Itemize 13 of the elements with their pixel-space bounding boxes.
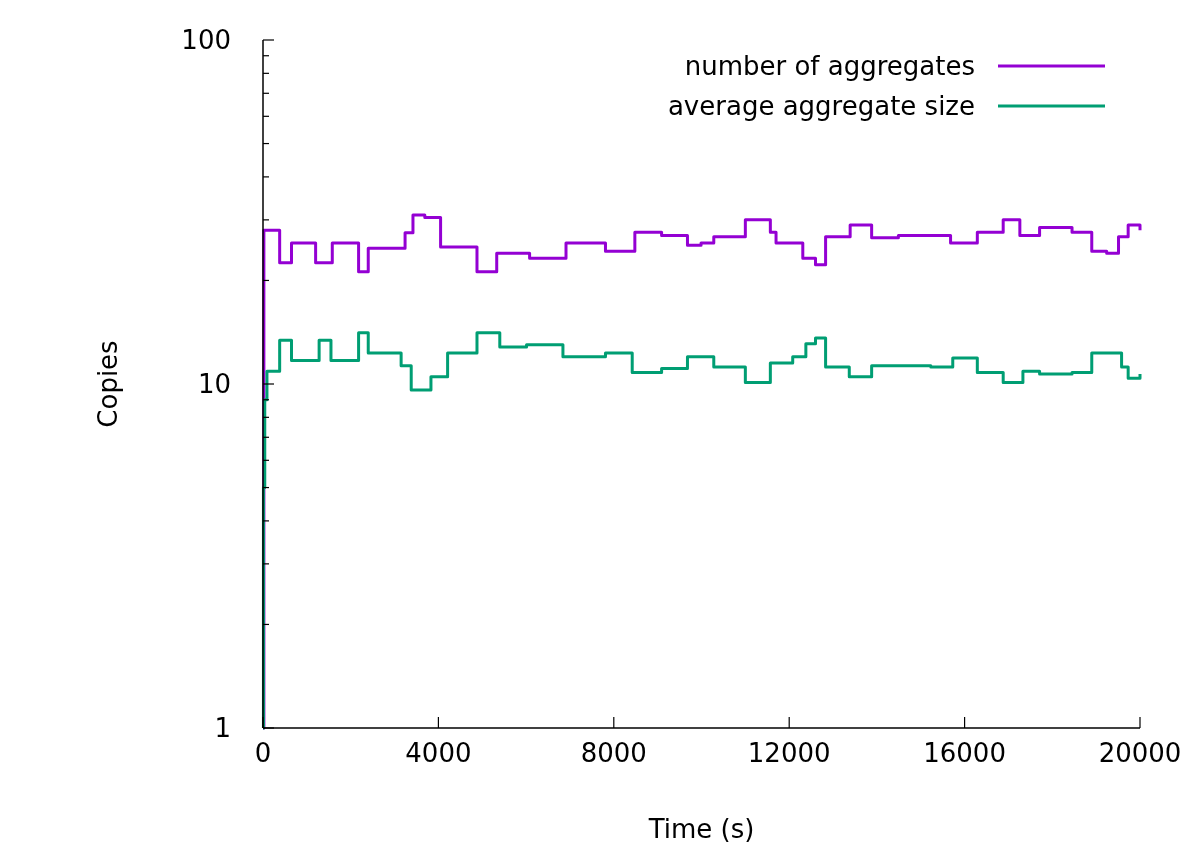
x-axis-title: Time (s) [647, 814, 755, 844]
legend-label: average aggregate size [667, 91, 975, 121]
x-tick-label: 8000 [580, 738, 647, 768]
x-tick-label: 12000 [747, 738, 831, 768]
x-tick-label: 4000 [405, 738, 472, 768]
x-tick-label: 0 [254, 738, 272, 768]
x-tick-label: 20000 [1098, 738, 1180, 768]
y-tick-label: 100 [181, 25, 231, 55]
y-axis-title: Copies [93, 340, 123, 428]
y-tick-label: 10 [197, 369, 231, 399]
x-tick-label: 16000 [923, 738, 1006, 768]
y-tick-label: 1 [214, 713, 231, 743]
legend-label: number of aggregates [684, 51, 975, 81]
